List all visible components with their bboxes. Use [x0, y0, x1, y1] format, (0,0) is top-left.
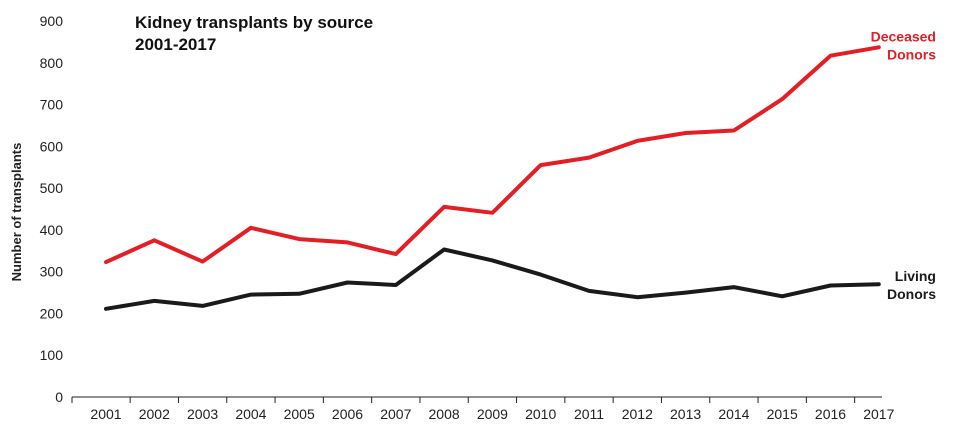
x-tick-label: 2012: [622, 406, 653, 422]
y-axis-title: Number of transplants: [9, 143, 24, 282]
data-point: [395, 284, 397, 286]
y-tick-label: 600: [40, 138, 64, 154]
x-tick-label: 2001: [90, 406, 121, 422]
series-label-1: Donors: [887, 286, 936, 302]
series-line-1: [104, 247, 881, 311]
data-point: [540, 164, 542, 166]
x-tick-label: 2013: [670, 406, 701, 422]
series-lines: [104, 45, 881, 311]
data-point: [153, 239, 155, 241]
y-tick-label: 900: [40, 13, 64, 29]
data-point: [781, 98, 783, 100]
chart-title-line-2: 2001-2017: [135, 35, 216, 54]
data-point: [685, 292, 687, 294]
data-point: [733, 286, 735, 288]
data-point: [105, 261, 107, 263]
data-point: [878, 283, 880, 285]
x-tick-label: 2015: [767, 406, 798, 422]
x-tick-label: 2009: [477, 406, 508, 422]
y-tick-label: 700: [40, 97, 64, 113]
data-point: [491, 212, 493, 214]
series-labels: Deceased Donors Living Donors: [871, 28, 937, 302]
series-label-0: Deceased: [871, 28, 936, 44]
x-tick-label: 2005: [284, 406, 315, 422]
data-point: [298, 293, 300, 295]
x-tick-label: 2007: [380, 406, 411, 422]
data-point: [443, 206, 445, 208]
data-point: [588, 157, 590, 159]
data-point: [105, 308, 107, 310]
data-point: [250, 227, 252, 229]
data-point: [781, 295, 783, 297]
y-tick-label: 300: [40, 264, 64, 280]
x-tick-label: 2017: [863, 406, 894, 422]
x-tick-label: 2003: [187, 406, 218, 422]
x-axis-ticks: 2001 2002 2003 2004 2005 2006 2007 2008 2009 2010…: [71, 397, 895, 422]
data-point: [733, 129, 735, 131]
y-tick-label: 800: [40, 55, 64, 71]
data-point: [250, 294, 252, 296]
data-point: [347, 282, 348, 284]
data-point: [540, 274, 542, 276]
data-point: [588, 290, 590, 292]
data-point: [636, 296, 638, 298]
data-point: [202, 261, 204, 263]
chart-title-line-1: Kidney transplants by source: [135, 13, 373, 32]
data-point: [153, 300, 155, 302]
data-point: [830, 55, 831, 57]
x-tick-label: 2002: [139, 406, 170, 422]
y-tick-label: 100: [40, 347, 64, 363]
x-tick-label: 2011: [574, 406, 604, 422]
x-tick-label: 2006: [332, 406, 363, 422]
data-point: [830, 284, 831, 286]
x-tick-label: 2010: [525, 406, 556, 422]
y-axis-ticks: 0 100 200 300 400 500 600 700 800 900: [40, 13, 64, 405]
data-point: [685, 132, 687, 134]
data-point: [636, 140, 638, 142]
data-point: [347, 241, 348, 243]
y-tick-label: 500: [40, 180, 64, 196]
data-point: [298, 238, 300, 240]
series-line-0: [104, 45, 881, 265]
data-point: [202, 305, 204, 307]
y-tick-label: 0: [55, 389, 63, 405]
x-tick-label: 2014: [718, 406, 749, 422]
y-tick-label: 400: [40, 222, 64, 238]
data-point: [443, 249, 445, 251]
data-point: [395, 253, 397, 255]
data-point: [878, 46, 880, 48]
data-point: [491, 259, 493, 261]
x-tick-label: 2008: [429, 406, 460, 422]
series-label-0: Donors: [887, 46, 936, 62]
x-tick-label: 2004: [235, 406, 266, 422]
y-tick-label: 200: [40, 305, 64, 321]
x-tick-label: 2016: [815, 406, 846, 422]
series-label-1: Living: [895, 268, 936, 284]
